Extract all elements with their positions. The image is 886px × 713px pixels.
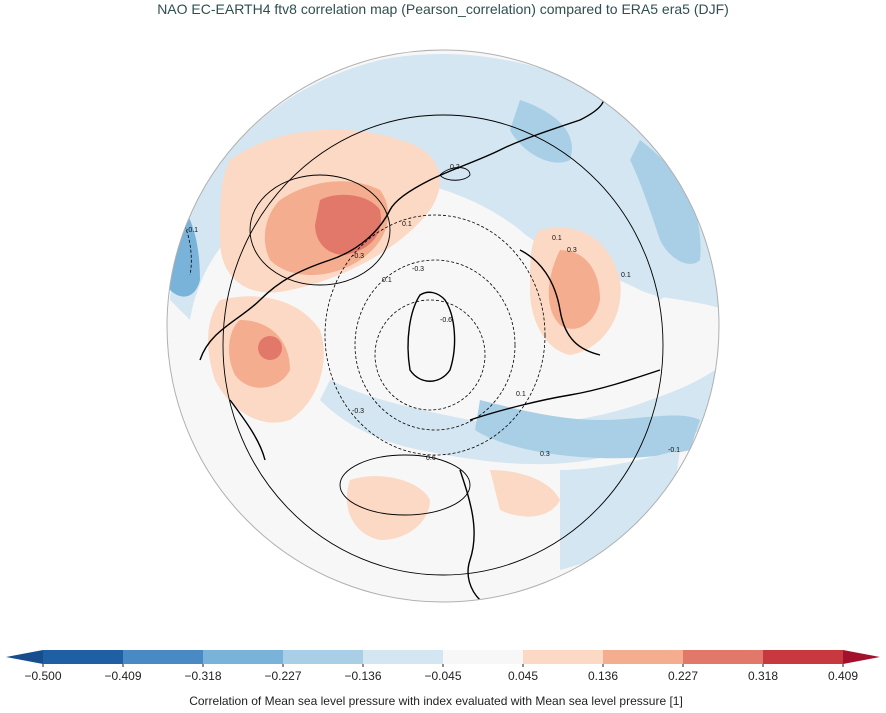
contour-label: -0.1 — [186, 227, 198, 234]
contour-neg-pacific — [174, 214, 192, 276]
colorbar-tick-label: −0.045 — [424, 669, 461, 683]
red-region-russia-mid — [548, 250, 600, 329]
page-title: NAO EC-EARTH4 ftv8 correlation map (Pear… — [157, 1, 729, 17]
contour-label: 0.1 — [516, 391, 526, 398]
colorbar-tick-label: 0.318 — [748, 669, 778, 683]
blue-band-mediterranean — [475, 400, 700, 459]
contour-label: -0.3 — [412, 266, 424, 273]
europe-coast — [469, 369, 661, 421]
red-region-america-mid — [228, 320, 290, 388]
colorbar-tick-label: −0.409 — [104, 669, 141, 683]
contour-canada — [249, 174, 391, 286]
blue-region-south — [560, 450, 680, 570]
contour-label: -0.3 — [352, 253, 364, 260]
contour-outer — [222, 114, 664, 576]
contour-neg-3 — [374, 299, 486, 411]
contour-label: -0.1 — [668, 447, 680, 454]
contour-label: 0.3 — [567, 247, 577, 254]
coastlines — [199, 89, 661, 601]
colorbar-tick-label: −0.136 — [344, 669, 381, 683]
colorbar-segment — [43, 650, 124, 664]
north-coast-america-asia — [199, 89, 605, 361]
colorbar-segment — [363, 650, 444, 664]
colorbar-tick-label: −0.227 — [264, 669, 301, 683]
contour-label: 0.1 — [552, 235, 562, 242]
contour-label: 0.3 — [540, 451, 550, 458]
colorbar-ticks: −0.500 −0.409 −0.318 −0.227 −0.136 −0.045 0.04… — [24, 664, 858, 683]
colorbar-segment — [763, 650, 844, 664]
colorbar-tick-label: −0.318 — [184, 669, 221, 683]
colorbar-under-arrow — [6, 650, 43, 664]
colorbar-segment — [683, 650, 764, 664]
colorbar-tick-label: 0.227 — [668, 669, 698, 683]
contour-atlantic-high — [339, 454, 471, 516]
red-patch-america-core — [258, 336, 282, 360]
colorbar-segment — [283, 650, 364, 664]
blue-patch-east — [630, 140, 701, 264]
colorbar-segment — [443, 650, 524, 664]
contour-label: 0.3 — [450, 164, 460, 171]
florida-coast — [229, 399, 266, 461]
colorbar-segment — [603, 650, 684, 664]
contour-label-group: 0.3 -0.1 0.1 -0.3 0.1 -0.3 -0.6 0.1 0.1 … — [186, 164, 680, 462]
contour-label: -0.3 — [352, 408, 364, 415]
red-region-canada-core — [315, 194, 381, 255]
contour-label: 0.1 — [382, 277, 392, 284]
colorbar-segment — [203, 650, 284, 664]
contour-label: 0.1 — [621, 272, 631, 279]
colorbar-tick-label: −0.500 — [24, 669, 61, 683]
contour-small — [439, 167, 471, 181]
contour-lines — [222, 114, 664, 576]
map-svg: 0.3 -0.1 0.1 -0.3 0.1 -0.3 -0.6 0.1 0.1 … — [166, 49, 720, 603]
colorbar-tick-label: 0.409 — [828, 669, 858, 683]
polar-map: 0.3 -0.1 0.1 -0.3 0.1 -0.3 -0.6 0.1 0.1 … — [166, 49, 720, 603]
red-region-africa — [490, 470, 560, 517]
colorbar-tick-label: 0.136 — [588, 669, 618, 683]
scandinavia-coast — [519, 249, 601, 356]
colorbar-tick-label: 0.045 — [508, 669, 538, 683]
map-border — [166, 49, 720, 603]
colorbar-segment — [123, 650, 204, 664]
contour-label: 0.1 — [402, 221, 412, 228]
colorbar-segment — [523, 650, 604, 664]
colorbar-label: Correlation of Mean sea level pressure w… — [189, 694, 683, 708]
contour-label: 0.6 — [426, 455, 436, 462]
africa-coast — [459, 469, 481, 601]
colorbar-over-arrow — [843, 650, 880, 664]
blue-patch-siberia — [510, 100, 572, 163]
contour-neg-2 — [354, 259, 516, 431]
colorbar-segments — [6, 650, 880, 664]
contour-label: -0.6 — [440, 317, 452, 324]
contour-neg-1 — [324, 214, 546, 456]
colorbar: −0.500 −0.409 −0.318 −0.227 −0.136 −0.045 0.04… — [0, 640, 886, 708]
greenland-coast — [407, 291, 456, 382]
contour-lines-negative — [174, 214, 546, 456]
colorbar-svg: −0.500 −0.409 −0.318 −0.227 −0.136 −0.045 0.04… — [6, 650, 880, 708]
red-region-atlantic — [346, 476, 430, 540]
